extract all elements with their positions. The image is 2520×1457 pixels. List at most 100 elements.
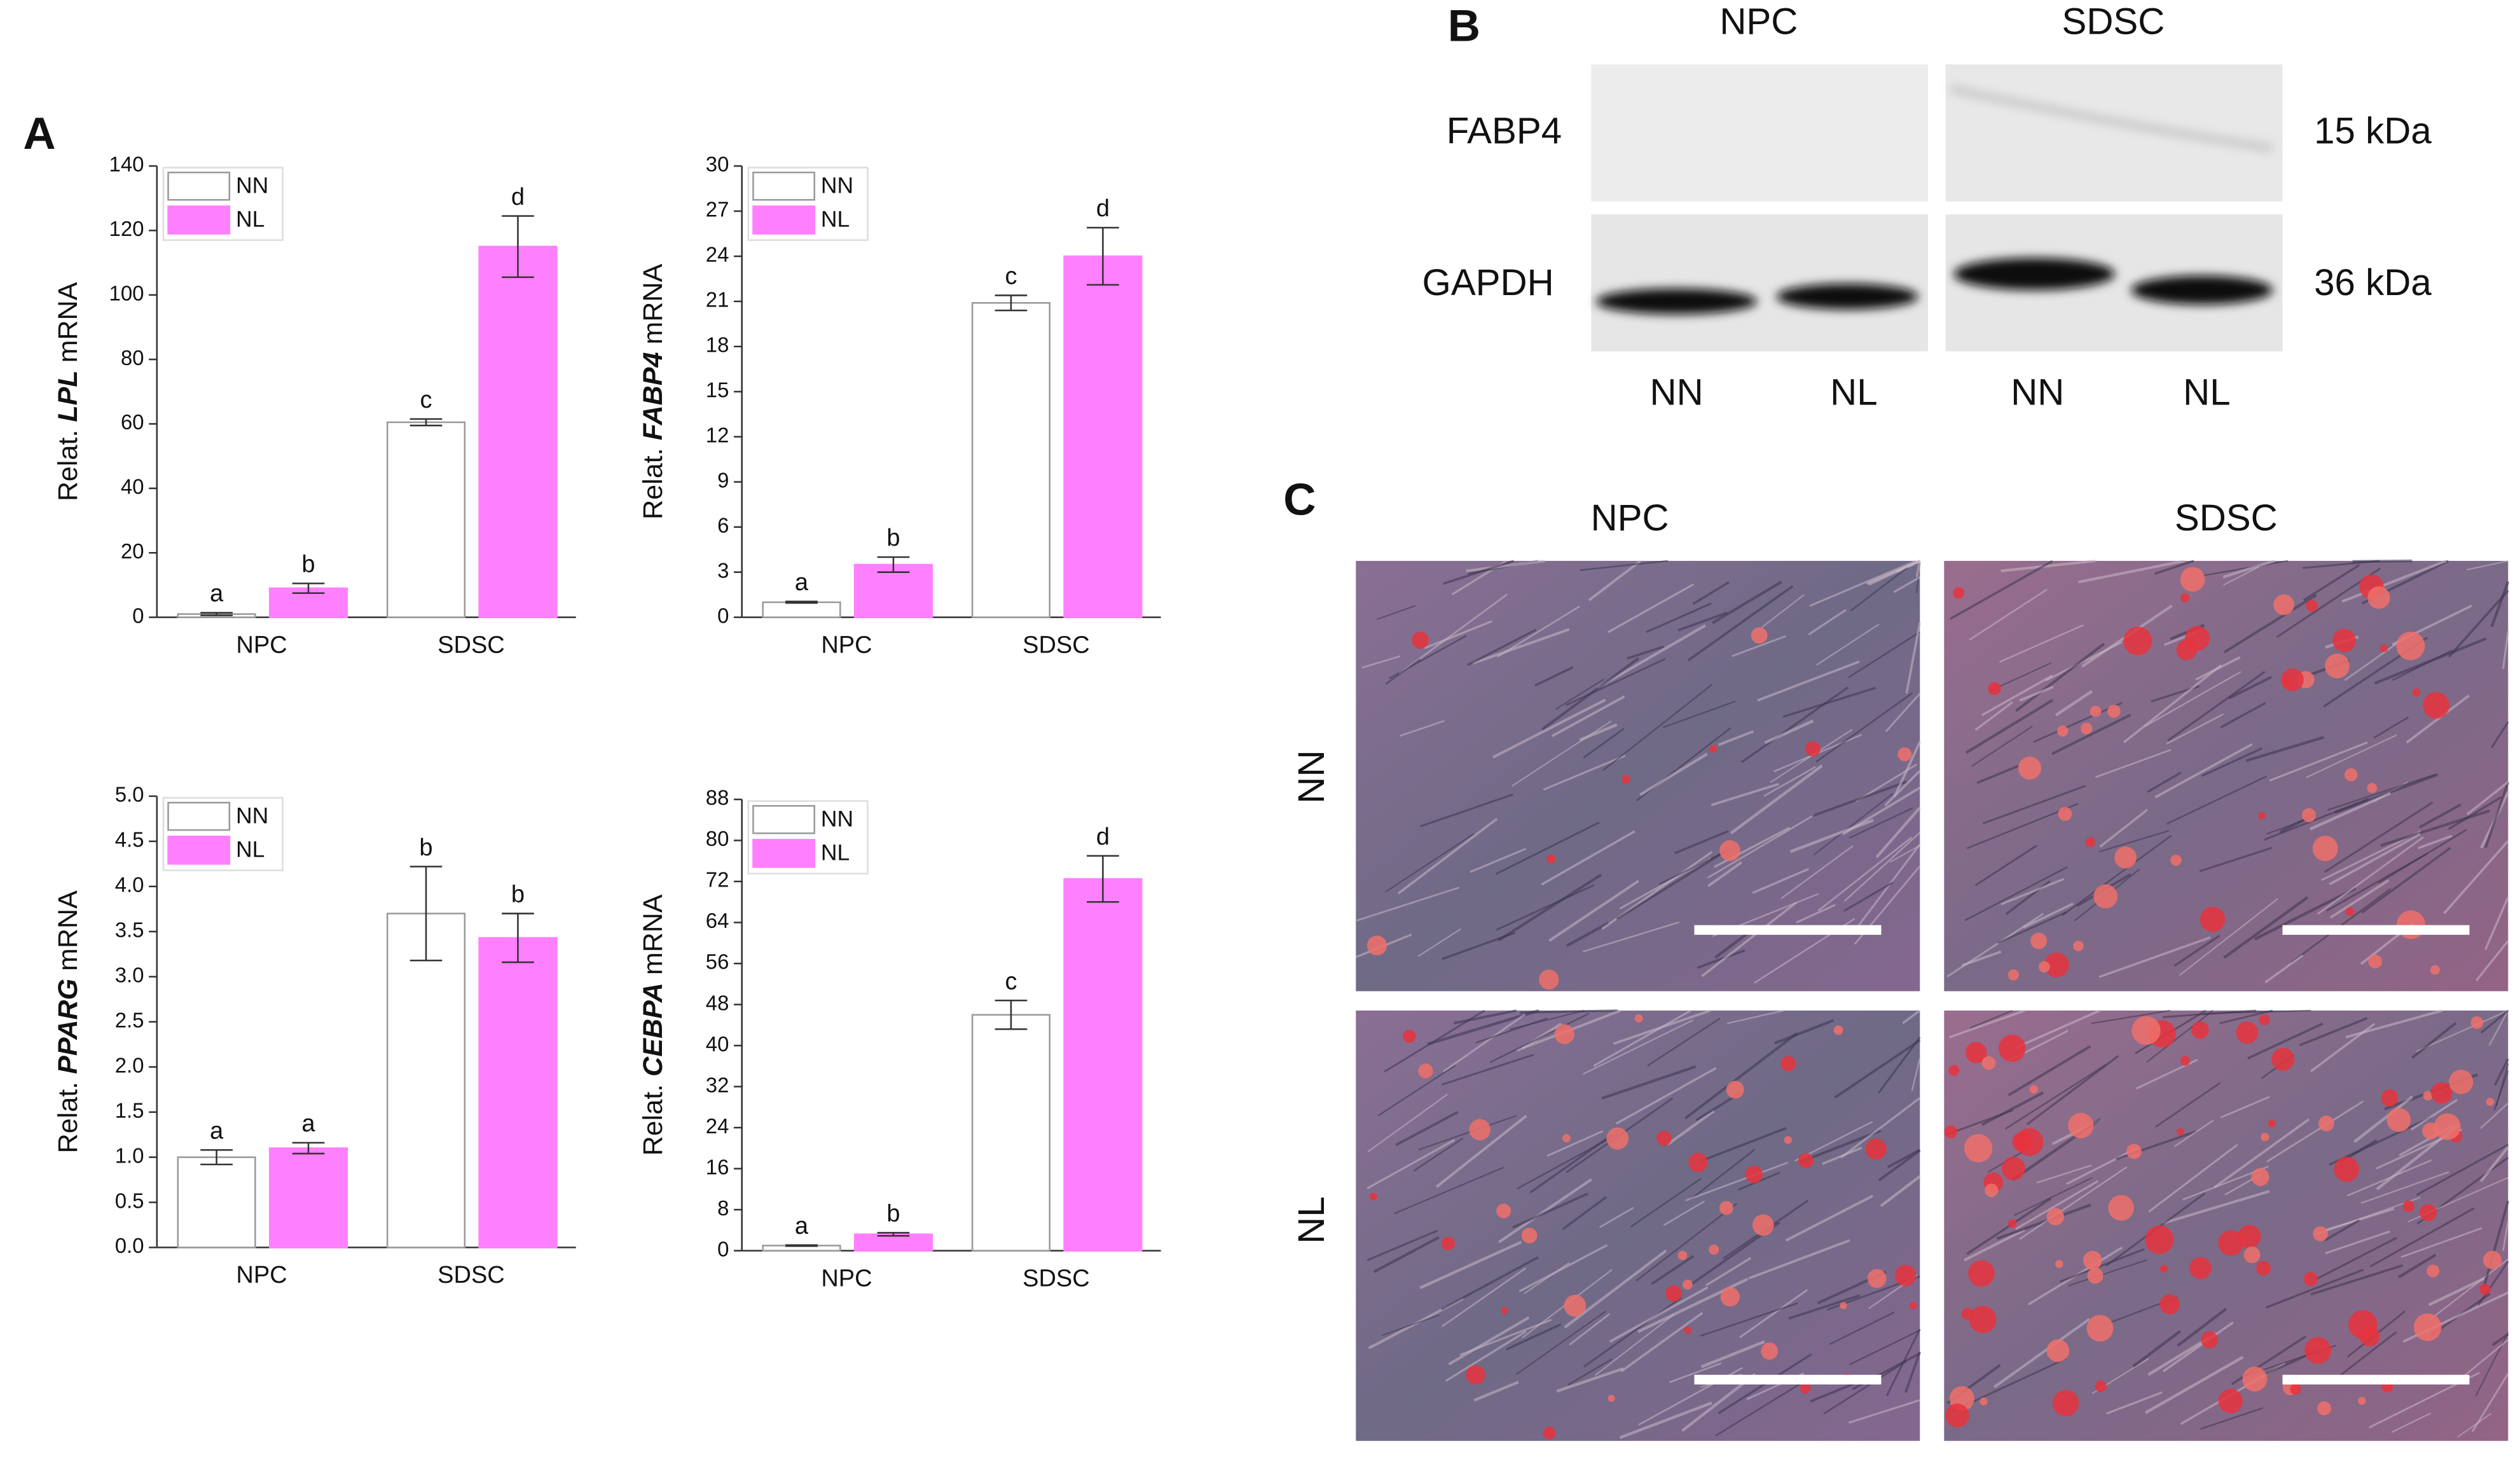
cell-fiber <box>1495 821 1600 875</box>
lipid-droplet <box>1562 1134 1571 1143</box>
lipid-droplet <box>1496 1203 1511 1219</box>
legend: NN NL <box>162 167 284 241</box>
micrograph <box>1944 1009 2510 1441</box>
cell-fiber <box>2167 670 2266 742</box>
lipid-droplet <box>2256 1260 2271 1276</box>
cell-fiber <box>1700 1127 1787 1163</box>
cell-fiber <box>1880 1175 1921 1208</box>
cell-fiber <box>1489 1012 1590 1063</box>
cell-fiber <box>1816 623 1880 666</box>
cell-fiber <box>2106 1391 2163 1415</box>
cell-fiber <box>1701 901 1797 977</box>
cell-fiber <box>2484 781 2510 848</box>
cell-fiber <box>1583 1297 1682 1368</box>
bar <box>762 601 841 618</box>
cell-fiber <box>1541 657 1640 731</box>
significance-letter: a <box>210 1117 224 1144</box>
protein-size: 15 kDa <box>2314 111 2432 152</box>
y-tick-label: 3 <box>717 558 729 582</box>
micrograph <box>1356 1009 1921 1441</box>
cell-fiber <box>1731 635 1787 658</box>
cell-fiber <box>2411 1098 2458 1131</box>
lipid-droplet <box>1948 1065 1960 1076</box>
cell-fiber <box>1565 658 1666 707</box>
cell-fiber <box>2163 1190 2270 1225</box>
cell-fiber <box>1885 693 1921 733</box>
cell-fiber <box>1849 1329 1920 1365</box>
lipid-droplet <box>1677 1250 1688 1260</box>
lipid-droplet <box>2413 1313 2442 1341</box>
y-axis-label-part: mRNA <box>53 282 83 363</box>
lipid-droplet <box>2367 586 2390 609</box>
cell-fiber <box>2347 1159 2432 1197</box>
y-tick-label: 8 <box>717 1196 729 1220</box>
cell-fiber <box>1569 1313 1611 1346</box>
cell-fiber <box>1498 1178 1593 1243</box>
cell-fiber <box>2004 1064 2107 1130</box>
cell-fiber <box>2418 834 2453 850</box>
lipid-droplet <box>2306 600 2318 612</box>
lipid-droplet <box>1953 587 1965 599</box>
cell-fiber <box>1905 622 1922 694</box>
cell-fiber <box>1996 1203 2091 1240</box>
protein-name: FABP4 <box>1447 111 1562 152</box>
cell-fiber <box>1700 1302 1798 1337</box>
cell-fiber <box>1427 1009 1539 1046</box>
cell-fiber <box>1647 1018 1721 1067</box>
cell-fiber <box>2411 1021 2457 1059</box>
lipid-droplet <box>2423 1091 2433 1101</box>
cell-fiber <box>2000 878 2065 906</box>
cell-fiber <box>2201 747 2263 777</box>
y-tick-label: 80 <box>706 827 729 850</box>
cell-fiber <box>2123 664 2222 743</box>
y-tick-label: 140 <box>109 153 144 176</box>
significance-letter: d <box>1096 195 1110 222</box>
y-tick-label: 20 <box>121 539 144 563</box>
lipid-droplet <box>1634 1014 1643 1023</box>
cell-fiber <box>2036 1164 2092 1184</box>
cell-fiber <box>2264 954 2304 984</box>
blot-band <box>1776 284 1918 310</box>
cell-fiber <box>1761 594 1805 628</box>
scale-bar <box>2282 1374 2470 1384</box>
cell-fiber <box>2015 642 2105 712</box>
legend: NN NL <box>162 797 284 871</box>
cell-fiber <box>1607 583 1694 633</box>
cell-fiber <box>2305 734 2397 778</box>
cell-fiber <box>1472 628 1570 665</box>
lipid-droplet <box>2176 1128 2184 1136</box>
bar-chart: 0 3 6 9 12 15 18 21 24 27 30 Relat. FABP4 mRNA NPC a b… <box>638 153 1161 658</box>
y-tick-label: 72 <box>706 868 729 892</box>
y-axis-label-part: FABP4 <box>638 352 668 441</box>
y-tick-label: 1.0 <box>115 1143 144 1167</box>
cell-fiber <box>1911 1058 1921 1091</box>
x-tick-label: NPC <box>821 632 872 658</box>
lipid-droplet <box>2044 952 2069 977</box>
blot-band <box>1595 288 1758 315</box>
cell-fiber <box>2477 1260 2509 1306</box>
y-tick-label: 16 <box>706 1155 729 1178</box>
lipid-droplet <box>2290 1384 2301 1395</box>
x-tick-label: SDSC <box>437 1262 505 1288</box>
cell-fiber <box>1367 1229 1438 1262</box>
cell-fiber <box>2068 1259 2148 1287</box>
cell-fiber <box>1796 904 1836 923</box>
cell-fiber <box>1599 1206 1634 1228</box>
cell-fiber <box>1690 1149 1756 1200</box>
cell-fiber <box>1669 1362 1722 1383</box>
significance-letter: b <box>511 881 525 908</box>
lipid-droplet <box>2073 941 2084 951</box>
significance-letter: b <box>419 834 432 861</box>
cell-fiber <box>1517 1133 1618 1190</box>
significance-letter: d <box>1096 824 1110 850</box>
cell-fiber <box>1950 560 2053 620</box>
lipid-droplet <box>1564 1294 1587 1317</box>
cell-fiber <box>2466 560 2509 570</box>
cell-fiber <box>2429 1259 2509 1320</box>
cell-fiber <box>1739 1289 1808 1339</box>
cell-fiber <box>1497 605 1580 658</box>
x-tick-label: NPC <box>821 1265 872 1292</box>
y-tick-label: 64 <box>706 909 729 932</box>
lipid-droplet <box>1998 1034 2026 1062</box>
cell-fiber <box>2015 1009 2100 1049</box>
